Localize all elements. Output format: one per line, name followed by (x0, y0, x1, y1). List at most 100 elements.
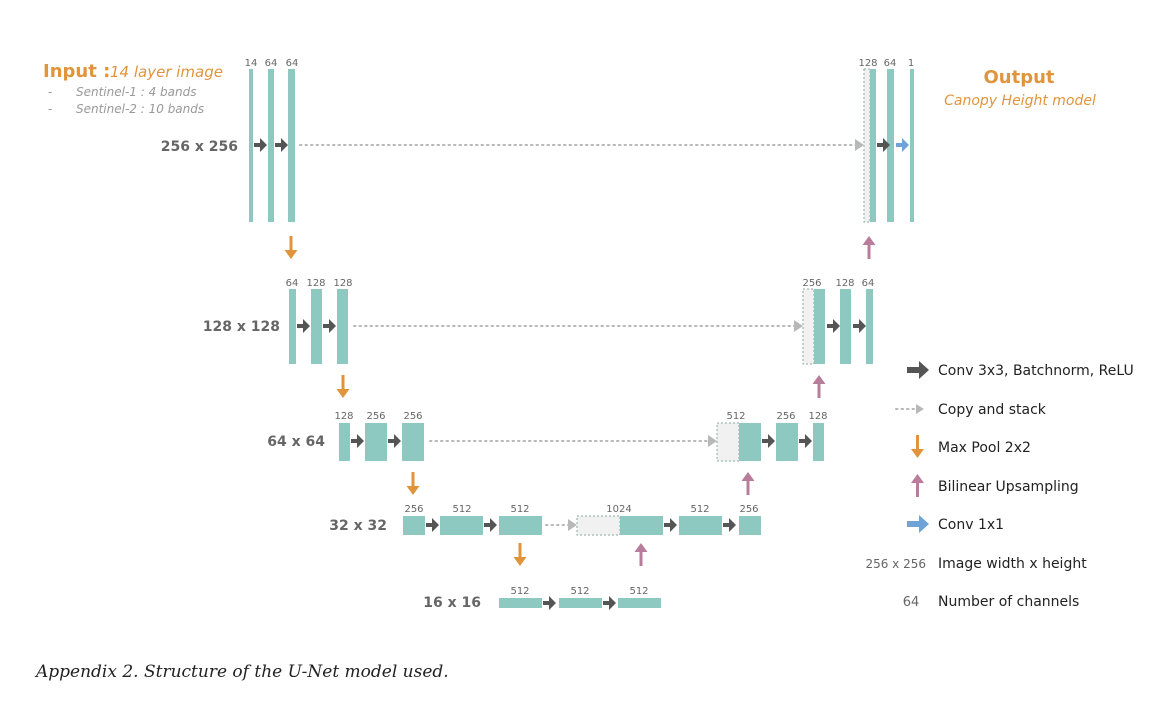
input-header: Input : 14 layer image - Sentinel-1 : 4 … (43, 61, 223, 116)
legend-label: Image width x height (938, 556, 1087, 572)
input-title: Input : (43, 61, 110, 82)
resolution-labels: 256 x 256 128 x 128 64 x 64 32 x 32 16 x 16 (161, 139, 481, 611)
legend-label: Max Pool 2x2 (938, 440, 1031, 456)
block-dec0-3 (910, 69, 914, 222)
block-enc1-2 (311, 289, 322, 364)
block-dec2-2 (776, 423, 798, 461)
block-dec0-copied (863, 68, 871, 223)
copy-legend-icon-head (916, 404, 924, 414)
conv-arrow (827, 319, 840, 333)
channel-label: 256 (403, 411, 422, 422)
block-enc0-3 (288, 69, 295, 222)
conv-arrow (351, 434, 364, 448)
legend-sample-channels: 64 (903, 595, 920, 610)
conv-arrow (603, 596, 616, 610)
maxpool-legend-icon (911, 435, 924, 458)
copy-arrow-128-head (794, 320, 803, 332)
channel-label: 128 (333, 278, 352, 289)
input-bullet-1: Sentinel-1 : 4 bands (76, 85, 197, 99)
copy-arrow-32-head (568, 519, 577, 531)
maxpool-arrow (513, 543, 527, 566)
upsample-arrow (862, 236, 876, 259)
channel-label: 128 (808, 411, 827, 422)
legend: Conv 3x3, Batchnorm, ReLU Copy and stack M… (865, 361, 1134, 610)
conv-arrow (323, 319, 336, 333)
conv-arrow (484, 518, 497, 532)
channel-label: 512 (690, 504, 709, 515)
legend-sample-resolution: 256 x 256 (865, 557, 926, 571)
block-dec0-1 (870, 69, 876, 222)
conv-arrow (254, 138, 267, 152)
channel-label: 64 (884, 58, 897, 69)
block-enc1-3 (337, 289, 348, 364)
channel-label: 128 (334, 411, 353, 422)
channel-label: 128 (835, 278, 854, 289)
conv1x1-legend-icon (907, 515, 929, 533)
channel-label: 256 (739, 504, 758, 515)
legend-label: Bilinear Upsampling (938, 479, 1079, 495)
block-dec3-1 (620, 516, 663, 535)
legend-label: Copy and stack (938, 402, 1047, 418)
upsample-arrow (634, 543, 648, 566)
block-enc1-1 (289, 289, 296, 364)
channel-label: 512 (726, 411, 745, 422)
channel-label: 1 (908, 58, 914, 69)
block-enc2-2 (365, 423, 387, 461)
conv-arrow (723, 518, 736, 532)
block-enc2-3 (402, 423, 424, 461)
block-bott-2 (559, 598, 602, 608)
legend-label: Conv 3x3, Batchnorm, ReLU (938, 363, 1134, 379)
conv-arrow (762, 434, 775, 448)
channel-label: 256 (776, 411, 795, 422)
feature-map-blocks (249, 68, 914, 608)
level-label-16: 16 x 16 (423, 595, 481, 611)
maxpool-arrow (406, 472, 420, 495)
channel-label: 512 (629, 586, 648, 597)
block-dec1-1 (814, 289, 825, 364)
block-bott-1 (499, 598, 542, 608)
block-enc3-3 (499, 516, 542, 535)
conv-arrow (877, 138, 890, 152)
conv-arrow (297, 319, 310, 333)
block-dec2-3 (813, 423, 824, 461)
block-dec0-2 (887, 69, 894, 222)
level-label-64: 64 x 64 (267, 434, 325, 450)
channel-label: 512 (452, 504, 471, 515)
channel-label: 512 (570, 586, 589, 597)
channel-label: 512 (510, 586, 529, 597)
channel-label: 64 (286, 278, 299, 289)
block-bott-3 (618, 598, 661, 608)
copy-arrow-256-head (855, 139, 864, 151)
channel-label: 256 (404, 504, 423, 515)
channel-label: 64 (286, 58, 299, 69)
legend-label: Number of channels (938, 594, 1079, 610)
conv-arrow (275, 138, 288, 152)
block-dec1-3 (866, 289, 873, 364)
conv-arrow (853, 319, 866, 333)
channel-label: 512 (510, 504, 529, 515)
figure-caption: Appendix 2. Structure of the U-Net model… (36, 662, 449, 682)
block-dec1-2 (840, 289, 851, 364)
block-enc2-1 (339, 423, 350, 461)
channel-label: 64 (862, 278, 875, 289)
channel-labels: 14 64 64 128 64 1 64 128 128 256 128 64 128 256 256 512… (245, 58, 915, 597)
channel-label: 256 (366, 411, 385, 422)
block-dec1-copied (802, 288, 815, 365)
operation-arrows (254, 138, 909, 610)
input-bullet-dash-2: - (48, 102, 52, 116)
block-dec2-copied (716, 422, 740, 462)
conv-legend-icon (907, 361, 929, 379)
upsample-arrow (812, 375, 826, 398)
conv-arrow (426, 518, 439, 532)
block-dec3-3 (739, 516, 761, 535)
level-label-128: 128 x 128 (203, 319, 280, 335)
block-dec2-1 (739, 423, 761, 461)
channel-label: 64 (265, 58, 278, 69)
channel-label: 1024 (606, 504, 631, 515)
conv-arrow (799, 434, 812, 448)
maxpool-arrow (284, 236, 298, 259)
input-bullet-dash-1: - (48, 85, 52, 99)
output-subtitle: Canopy Height model (944, 93, 1096, 109)
channel-label: 256 (802, 278, 821, 289)
legend-label: Conv 1x1 (938, 517, 1004, 533)
